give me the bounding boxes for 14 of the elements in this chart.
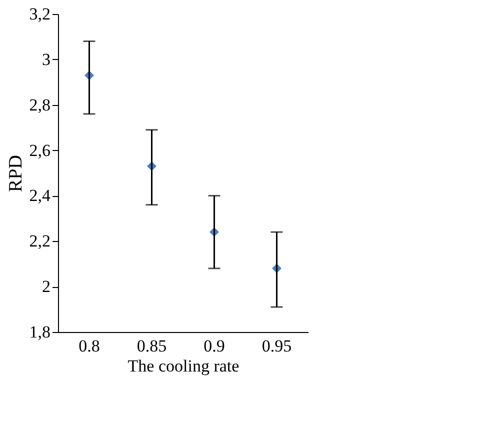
x-tick-label: 0.9 [204, 336, 225, 356]
y-tick-label: 2,8 [29, 95, 50, 114]
x-tick-label: 0.8 [78, 336, 100, 356]
x-tick-label: 0.85 [136, 336, 167, 356]
y-tick-label: 2,4 [29, 186, 51, 206]
y-tick-label: 3 [42, 50, 50, 69]
y-tick-label: 2 [42, 277, 50, 296]
y-tick-label: 1,8 [29, 322, 50, 342]
x-tick-label: 0.95 [262, 336, 292, 356]
y-tick-label: 2,2 [29, 232, 50, 251]
y-tick-label: 3,2 [29, 4, 50, 24]
x-axis-title: The cooling rate [128, 356, 240, 376]
y-tick-label: 2,6 [29, 140, 50, 160]
y-axis-title: RPD [5, 155, 26, 192]
